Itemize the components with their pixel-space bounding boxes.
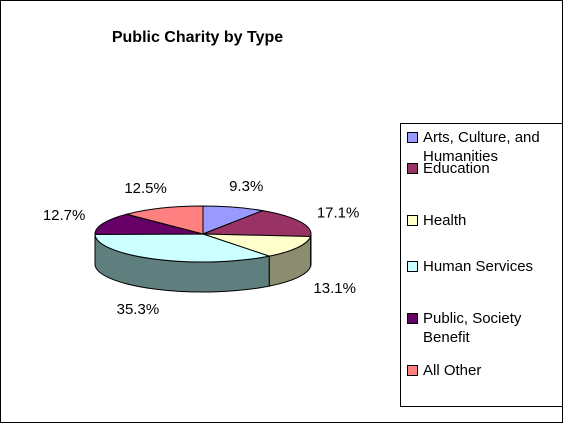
data-label-2: 13.1% bbox=[313, 280, 356, 297]
legend-item-4: Public, Society Benefit bbox=[407, 309, 562, 347]
legend-swatch-5 bbox=[407, 365, 418, 376]
legend-swatch-0 bbox=[407, 132, 418, 143]
data-label-3: 35.3% bbox=[117, 301, 160, 318]
legend-label-1: Education bbox=[423, 160, 490, 177]
legend-swatch-3 bbox=[407, 261, 418, 272]
pie-slice-3 bbox=[94, 233, 272, 263]
legend-label-0: Arts, Culture, and Humanities bbox=[423, 129, 540, 165]
legend-item-2: Health bbox=[407, 211, 562, 230]
legend-swatch-4 bbox=[407, 313, 418, 324]
pie-slice-2 bbox=[202, 233, 312, 257]
legend-label-5: All Other bbox=[423, 362, 482, 379]
legend-item-5: All Other bbox=[407, 361, 562, 380]
legend-label-2: Health bbox=[423, 212, 467, 229]
legend-label-4: Public, Society Benefit bbox=[423, 310, 522, 346]
legend-item-0: Arts, Culture, and Humanities bbox=[407, 128, 562, 166]
chart-legend: Arts, Culture, and Humanities Education He… bbox=[400, 123, 563, 407]
pie-slice-4 bbox=[94, 213, 204, 235]
legend-swatch-2 bbox=[407, 215, 418, 226]
data-label-1: 17.1% bbox=[317, 204, 360, 221]
pie-slice-5 bbox=[124, 205, 204, 235]
data-label-4: 12.7% bbox=[43, 207, 86, 224]
legend-item-3: Human Services bbox=[407, 257, 562, 276]
data-label-5: 12.5% bbox=[124, 180, 167, 197]
legend-swatch-1 bbox=[407, 163, 418, 174]
pie-slice-1 bbox=[202, 210, 312, 237]
legend-label-3: Human Services bbox=[423, 258, 534, 275]
chart-title: Public Charity by Type bbox=[111, 29, 284, 46]
pie-chart: 9.3% 17.1% 13.1% 35.3% 12.7% 12.5% bbox=[43, 178, 360, 318]
legend-item-1: Education bbox=[407, 159, 562, 178]
data-label-0: 9.3% bbox=[229, 178, 263, 195]
